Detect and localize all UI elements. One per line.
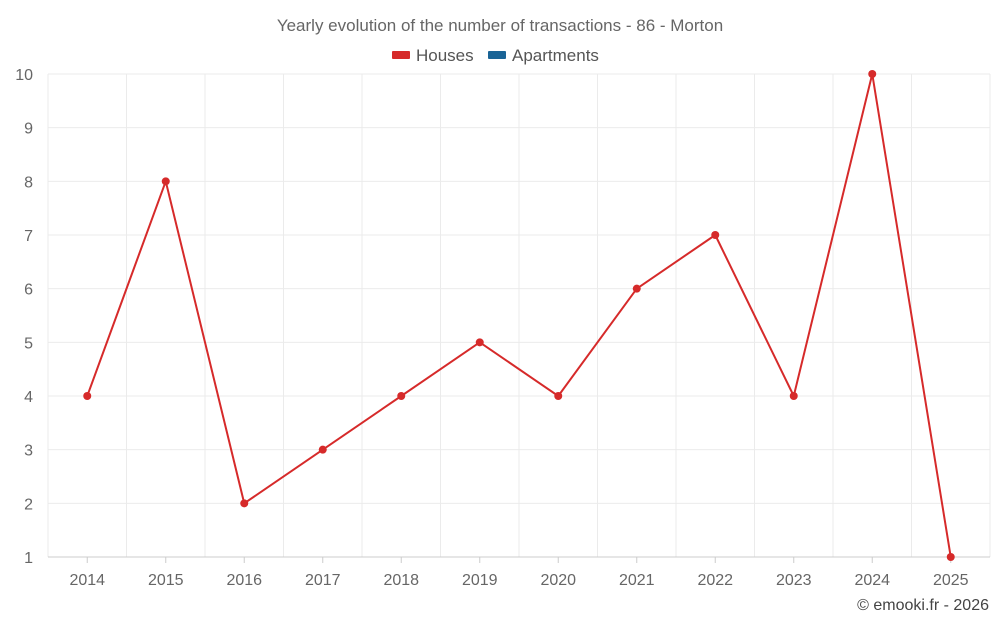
x-tick-label: 2020 xyxy=(540,572,576,589)
y-tick-label: 4 xyxy=(24,389,33,406)
x-tick-label: 2018 xyxy=(383,572,419,589)
x-tick-label: 2017 xyxy=(305,572,341,589)
legend-swatch-apartments xyxy=(488,51,506,59)
legend-label-apartments: Apartments xyxy=(512,46,599,65)
data-point[interactable] xyxy=(161,177,170,186)
data-point[interactable] xyxy=(946,553,955,561)
y-axis: 1 2 3 4 5 6 7 8 9 10 xyxy=(15,67,33,567)
x-tick-label: 2016 xyxy=(226,572,262,589)
y-tick-label: 6 xyxy=(24,282,33,299)
legend-item-houses[interactable]: Houses xyxy=(392,46,474,65)
data-point[interactable] xyxy=(475,338,484,347)
y-tick-label: 5 xyxy=(24,335,33,352)
legend-label-houses: Houses xyxy=(416,46,474,65)
y-tick-label: 8 xyxy=(24,174,33,191)
x-tick-label: 2015 xyxy=(148,572,184,589)
x-tick-label: 2025 xyxy=(933,572,969,589)
x-tick-label: 2023 xyxy=(776,572,812,589)
x-tick-label: 2019 xyxy=(462,572,498,589)
y-tick-label: 1 xyxy=(24,550,33,567)
x-axis: 2014 2015 2016 2017 2018 2019 2020 2021 2022 2023… xyxy=(48,556,990,589)
series-houses xyxy=(83,70,955,561)
data-point[interactable] xyxy=(83,392,92,400)
legend: Houses Apartments xyxy=(392,46,599,65)
credit-text: © emooki.fr - 2026 xyxy=(857,597,989,614)
series-line-houses xyxy=(86,73,952,558)
data-point[interactable] xyxy=(868,70,877,78)
data-point[interactable] xyxy=(632,284,641,293)
y-tick-label: 10 xyxy=(15,67,33,84)
data-point[interactable] xyxy=(397,392,406,400)
grid xyxy=(47,73,991,557)
x-tick-label: 2022 xyxy=(697,572,733,589)
x-tick-label: 2024 xyxy=(854,572,890,589)
y-tick-label: 7 xyxy=(24,228,33,245)
x-tick-label: 2014 xyxy=(69,572,105,589)
y-tick-label: 3 xyxy=(24,443,33,460)
data-point[interactable] xyxy=(240,499,249,508)
y-tick-label: 2 xyxy=(24,496,33,513)
data-point[interactable] xyxy=(789,392,798,400)
legend-swatch-houses xyxy=(392,51,410,59)
data-point[interactable] xyxy=(711,231,720,239)
data-point[interactable] xyxy=(554,392,563,400)
data-point[interactable] xyxy=(318,445,327,454)
x-tick-label: 2021 xyxy=(619,572,655,589)
legend-item-apartments[interactable]: Apartments xyxy=(488,46,599,65)
y-tick-label: 9 xyxy=(24,121,33,138)
chart-title: Yearly evolution of the number of transa… xyxy=(277,16,723,35)
